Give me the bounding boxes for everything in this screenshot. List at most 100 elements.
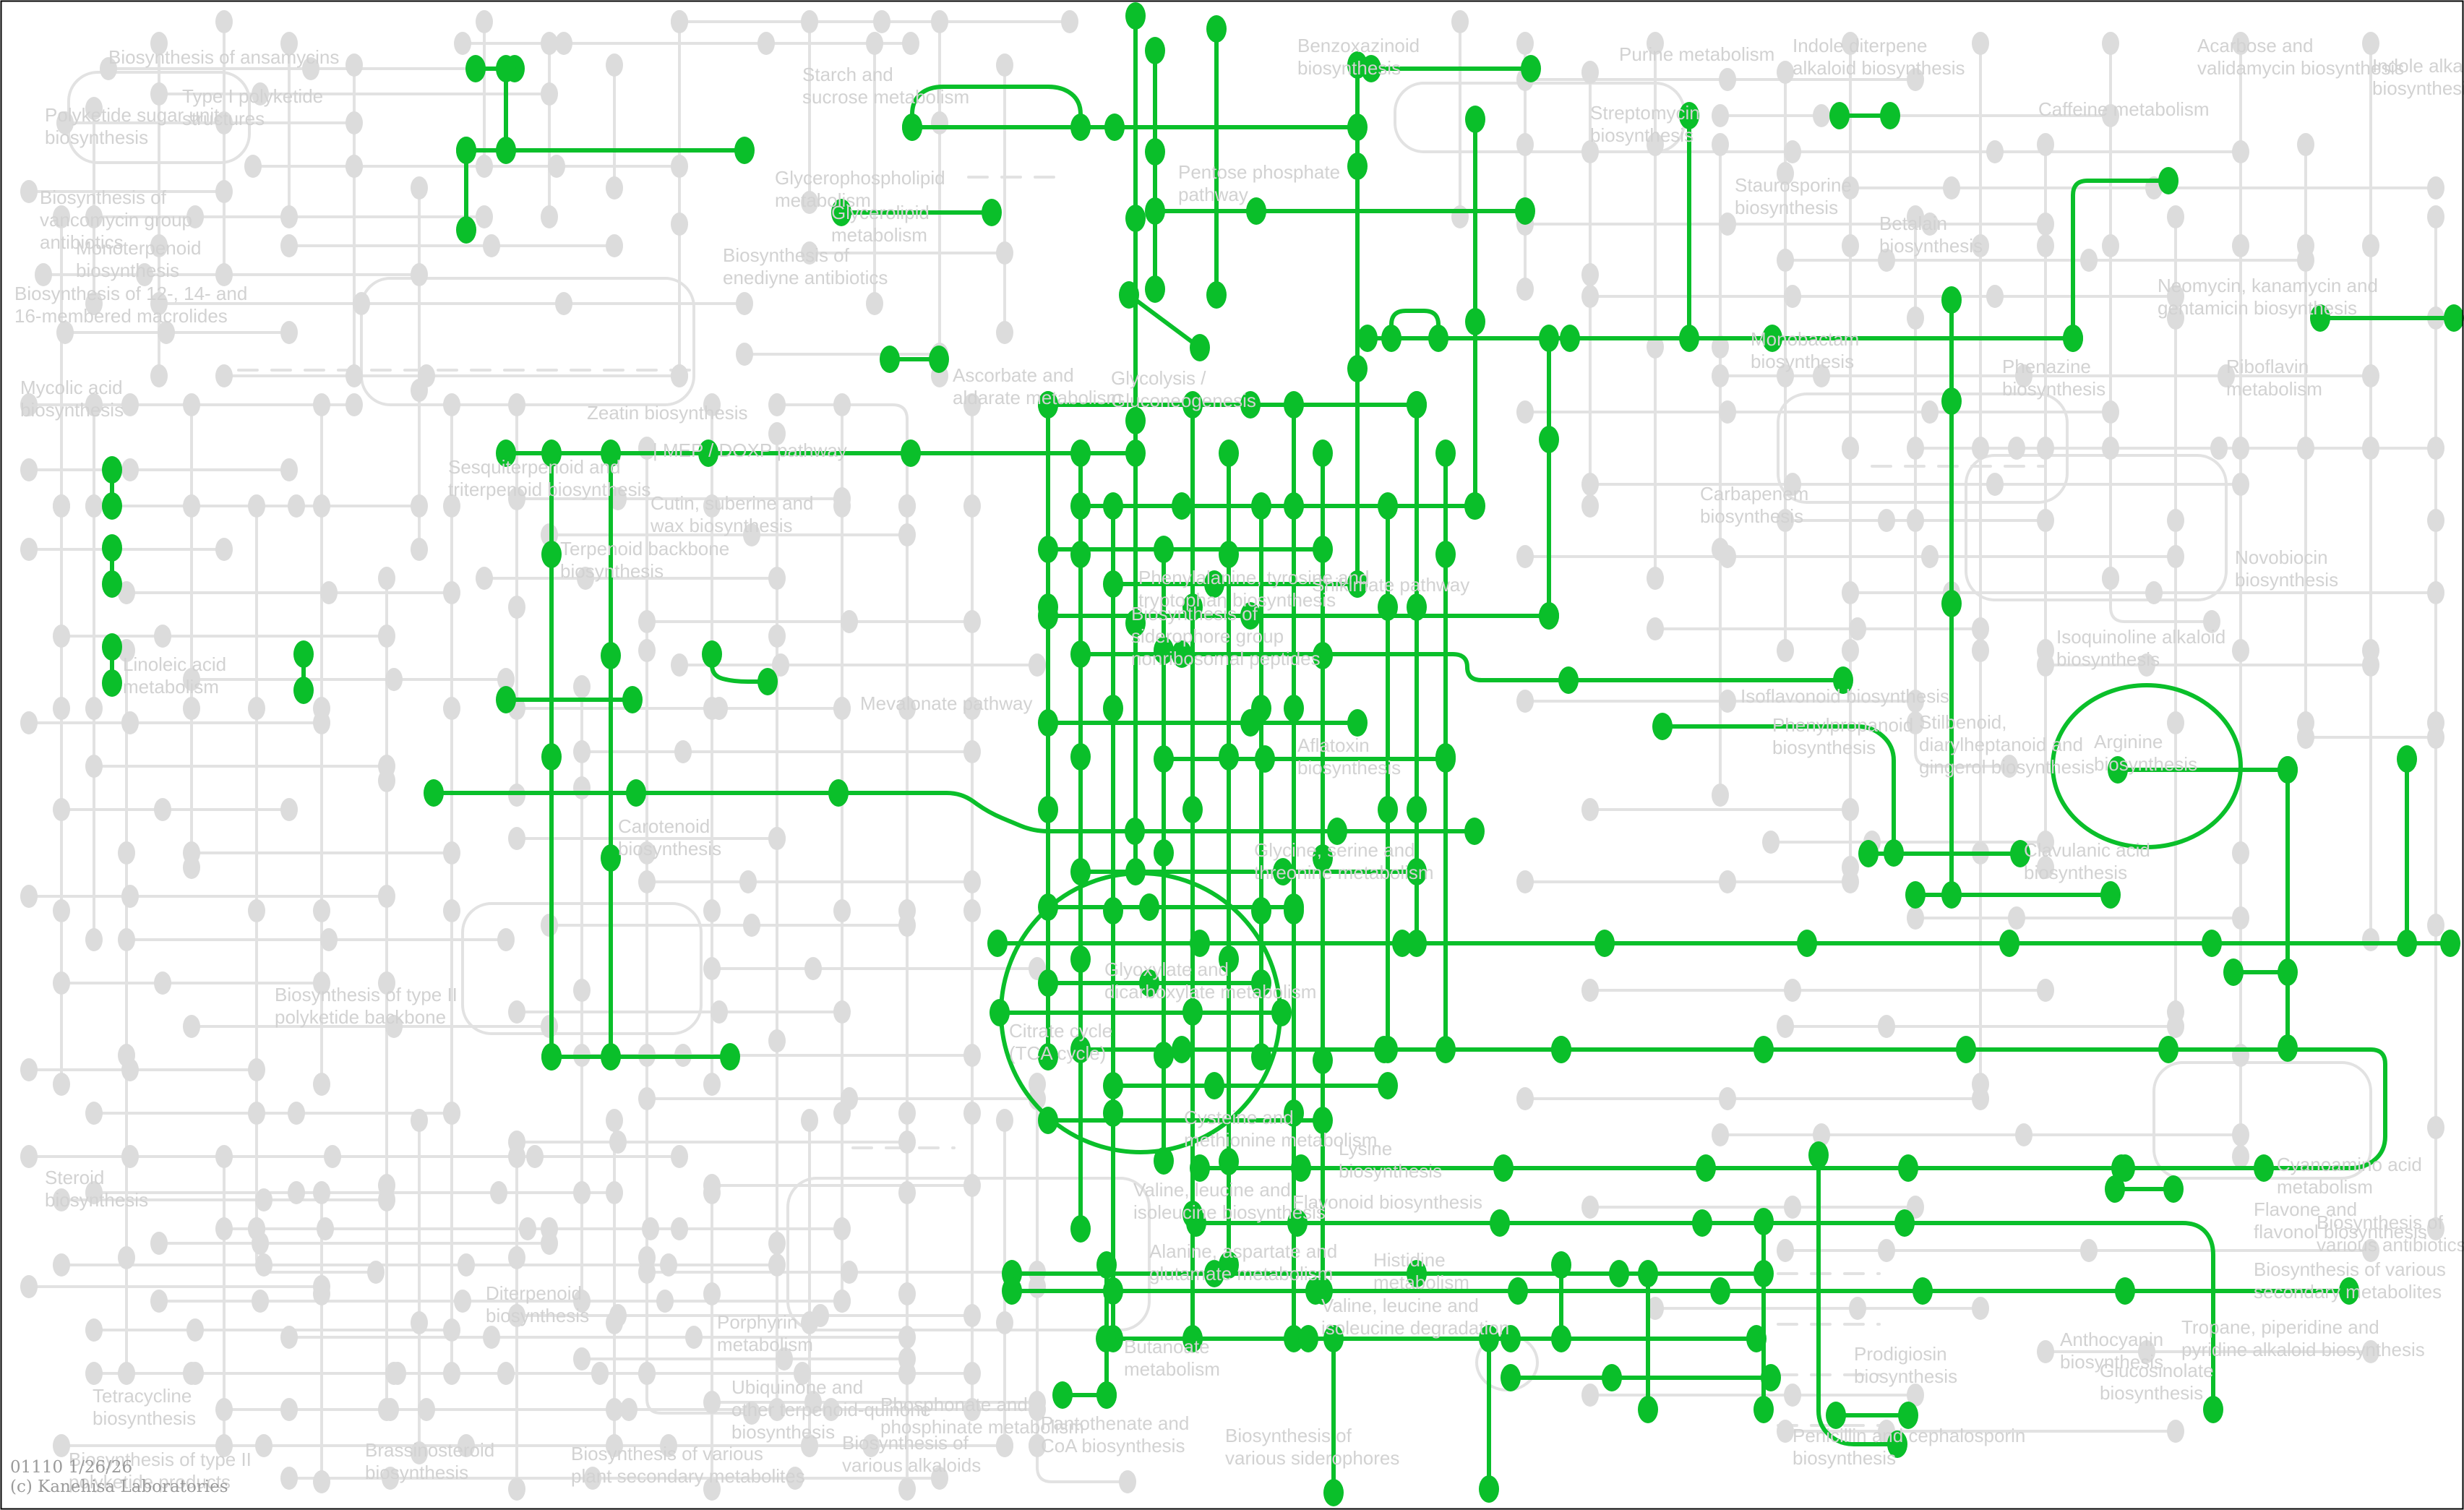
metabolite-node[interactable] [2362, 234, 2379, 257]
metabolite-node-highlighted[interactable] [2278, 1034, 2298, 1062]
pathway-label[interactable]: Tetracycline biosynthesis [93, 1385, 196, 1429]
metabolite-node-highlighted[interactable] [1515, 197, 1535, 225]
metabolite-node-highlighted[interactable] [1145, 138, 1165, 166]
metabolite-node[interactable] [703, 1174, 721, 1197]
metabolite-node[interactable] [186, 205, 204, 228]
metabolite-node[interactable] [1921, 545, 1939, 568]
metabolite-node-highlighted[interactable] [1392, 930, 1412, 957]
metabolite-node-highlighted[interactable] [2278, 958, 2298, 986]
metabolite-node-highlighted[interactable] [1038, 709, 1058, 737]
metabolite-node-highlighted[interactable] [1479, 1325, 1499, 1352]
metabolite-node[interactable] [963, 697, 981, 720]
metabolite-node[interactable] [963, 1362, 981, 1385]
pathway-label[interactable]: Indole diterpene alkaloid biosynthesis [1793, 35, 1965, 79]
metabolite-node-highlighted[interactable] [102, 456, 122, 484]
metabolite-node[interactable] [606, 1109, 623, 1132]
metabolite-node-highlighted[interactable] [1154, 839, 1174, 867]
pathway-label[interactable]: Pentose phosphate pathway [1178, 161, 1340, 205]
metabolite-node[interactable] [736, 343, 753, 366]
pathway-label[interactable]: Phosphonate and phosphinate metabolism [880, 1394, 1084, 1438]
metabolite-node-highlighted[interactable] [1103, 1072, 1123, 1099]
metabolite-node-highlighted[interactable] [456, 137, 476, 164]
metabolite-node-highlighted[interactable] [1638, 1260, 1658, 1287]
metabolite-node[interactable] [280, 32, 298, 55]
metabolite-node[interactable] [638, 610, 656, 633]
pathway-label[interactable]: Biosynthesis of various plant secondary m… [571, 1443, 805, 1487]
metabolite-node[interactable] [2102, 400, 2119, 424]
metabolite-node-highlighted[interactable] [1808, 1141, 1829, 1169]
pathway-label[interactable]: Monobactam biosynthesis [1751, 328, 1859, 372]
metabolite-node-highlighted[interactable] [1679, 102, 1699, 129]
metabolite-node[interactable] [963, 1174, 981, 1197]
metabolite-node[interactable] [85, 1102, 103, 1125]
metabolite-node[interactable] [519, 1217, 536, 1240]
metabolite-node[interactable] [248, 1217, 265, 1240]
metabolite-node-highlighted[interactable] [1347, 113, 1368, 141]
metabolite-node-highlighted[interactable] [1594, 930, 1615, 957]
metabolite-node[interactable] [2102, 567, 2119, 590]
metabolite-node[interactable] [711, 697, 728, 720]
metabolite-node-highlighted[interactable] [1347, 153, 1368, 180]
metabolite-node[interactable] [1581, 1384, 1599, 1407]
metabolite-node[interactable] [801, 1434, 818, 1457]
pathway-label[interactable]: | MEP / DOXP pathway [653, 439, 847, 461]
metabolite-node[interactable] [573, 1181, 591, 1204]
metabolite-node[interactable] [2297, 437, 2314, 460]
pathway-label[interactable]: Sesquiterpenoid and triterpenoid biosynth… [448, 456, 651, 500]
metabolite-node[interactable] [411, 538, 428, 561]
metabolite-node[interactable] [252, 1290, 269, 1313]
pathway-label[interactable]: Penicillin and cephalosporin biosynthesis [1793, 1425, 2025, 1469]
metabolite-node[interactable] [1849, 1297, 1866, 1320]
metabolite-node[interactable] [215, 180, 233, 203]
metabolite-node[interactable] [248, 697, 265, 720]
pathway-label[interactable]: Glycine, serine and threonine metabolism [1254, 839, 1434, 883]
pathway-label[interactable]: Tropane, piperidine and pyridine alkaloid… [2181, 1316, 2425, 1360]
metabolite-node[interactable] [483, 234, 500, 257]
pathway-label[interactable]: Carotenoid biosynthesis [618, 815, 721, 859]
metabolite-node[interactable] [573, 1290, 591, 1313]
metabolite-node-highlighted[interactable] [1125, 2, 1146, 30]
metabolite-node[interactable] [280, 321, 298, 344]
metabolite-node[interactable] [671, 213, 688, 236]
metabolite-node[interactable] [2427, 1116, 2444, 1139]
metabolite-node[interactable] [353, 292, 370, 315]
metabolite-node[interactable] [215, 364, 233, 387]
metabolite-node[interactable] [1907, 711, 1924, 734]
metabolite-node-highlighted[interactable] [1298, 1325, 1318, 1352]
metabolite-node-highlighted[interactable] [1858, 840, 1879, 867]
metabolite-node[interactable] [801, 241, 818, 265]
metabolite-node[interactable] [118, 639, 135, 662]
metabolite-node[interactable] [411, 494, 428, 518]
metabolite-node[interactable] [801, 10, 818, 33]
metabolite-node[interactable] [736, 292, 753, 315]
metabolite-node[interactable] [2427, 176, 2444, 200]
metabolite-node[interactable] [2138, 653, 2155, 677]
metabolite-node-highlighted[interactable] [1070, 439, 1091, 467]
metabolite-node-highlighted[interactable] [1154, 536, 1174, 563]
metabolite-node-highlighted[interactable] [1038, 796, 1058, 823]
metabolite-node[interactable] [313, 1181, 330, 1204]
metabolite-node[interactable] [996, 1311, 1013, 1334]
metabolite-node[interactable] [2232, 140, 2249, 163]
metabolite-node[interactable] [367, 1261, 385, 1284]
metabolite-node[interactable] [411, 1441, 428, 1464]
metabolite-node[interactable] [526, 1145, 544, 1168]
metabolite-node[interactable] [768, 827, 786, 850]
metabolite-node-highlighted[interactable] [1464, 818, 1485, 845]
metabolite-node-highlighted[interactable] [757, 668, 778, 695]
pathway-label[interactable]: Cutin, suberine and wax biosynthesis [650, 492, 813, 536]
metabolite-node[interactable] [1719, 870, 1736, 893]
metabolite-node-highlighted[interactable] [1070, 1036, 1091, 1063]
metabolite-node-highlighted[interactable] [1139, 969, 1159, 997]
metabolite-node[interactable] [1907, 509, 1924, 532]
metabolite-node[interactable] [280, 234, 298, 257]
metabolite-node-highlighted[interactable] [1761, 1364, 1781, 1391]
metabolite-node-highlighted[interactable] [1508, 1277, 1528, 1305]
metabolite-node[interactable] [1972, 617, 1989, 640]
metabolite-node[interactable] [418, 1398, 435, 1421]
metabolite-node[interactable] [317, 1217, 334, 1240]
metabolite-node[interactable] [1907, 906, 1924, 930]
metabolite-node[interactable] [20, 1058, 38, 1081]
metabolite-node-highlighted[interactable] [1539, 325, 1559, 352]
metabolite-node[interactable] [378, 755, 395, 778]
